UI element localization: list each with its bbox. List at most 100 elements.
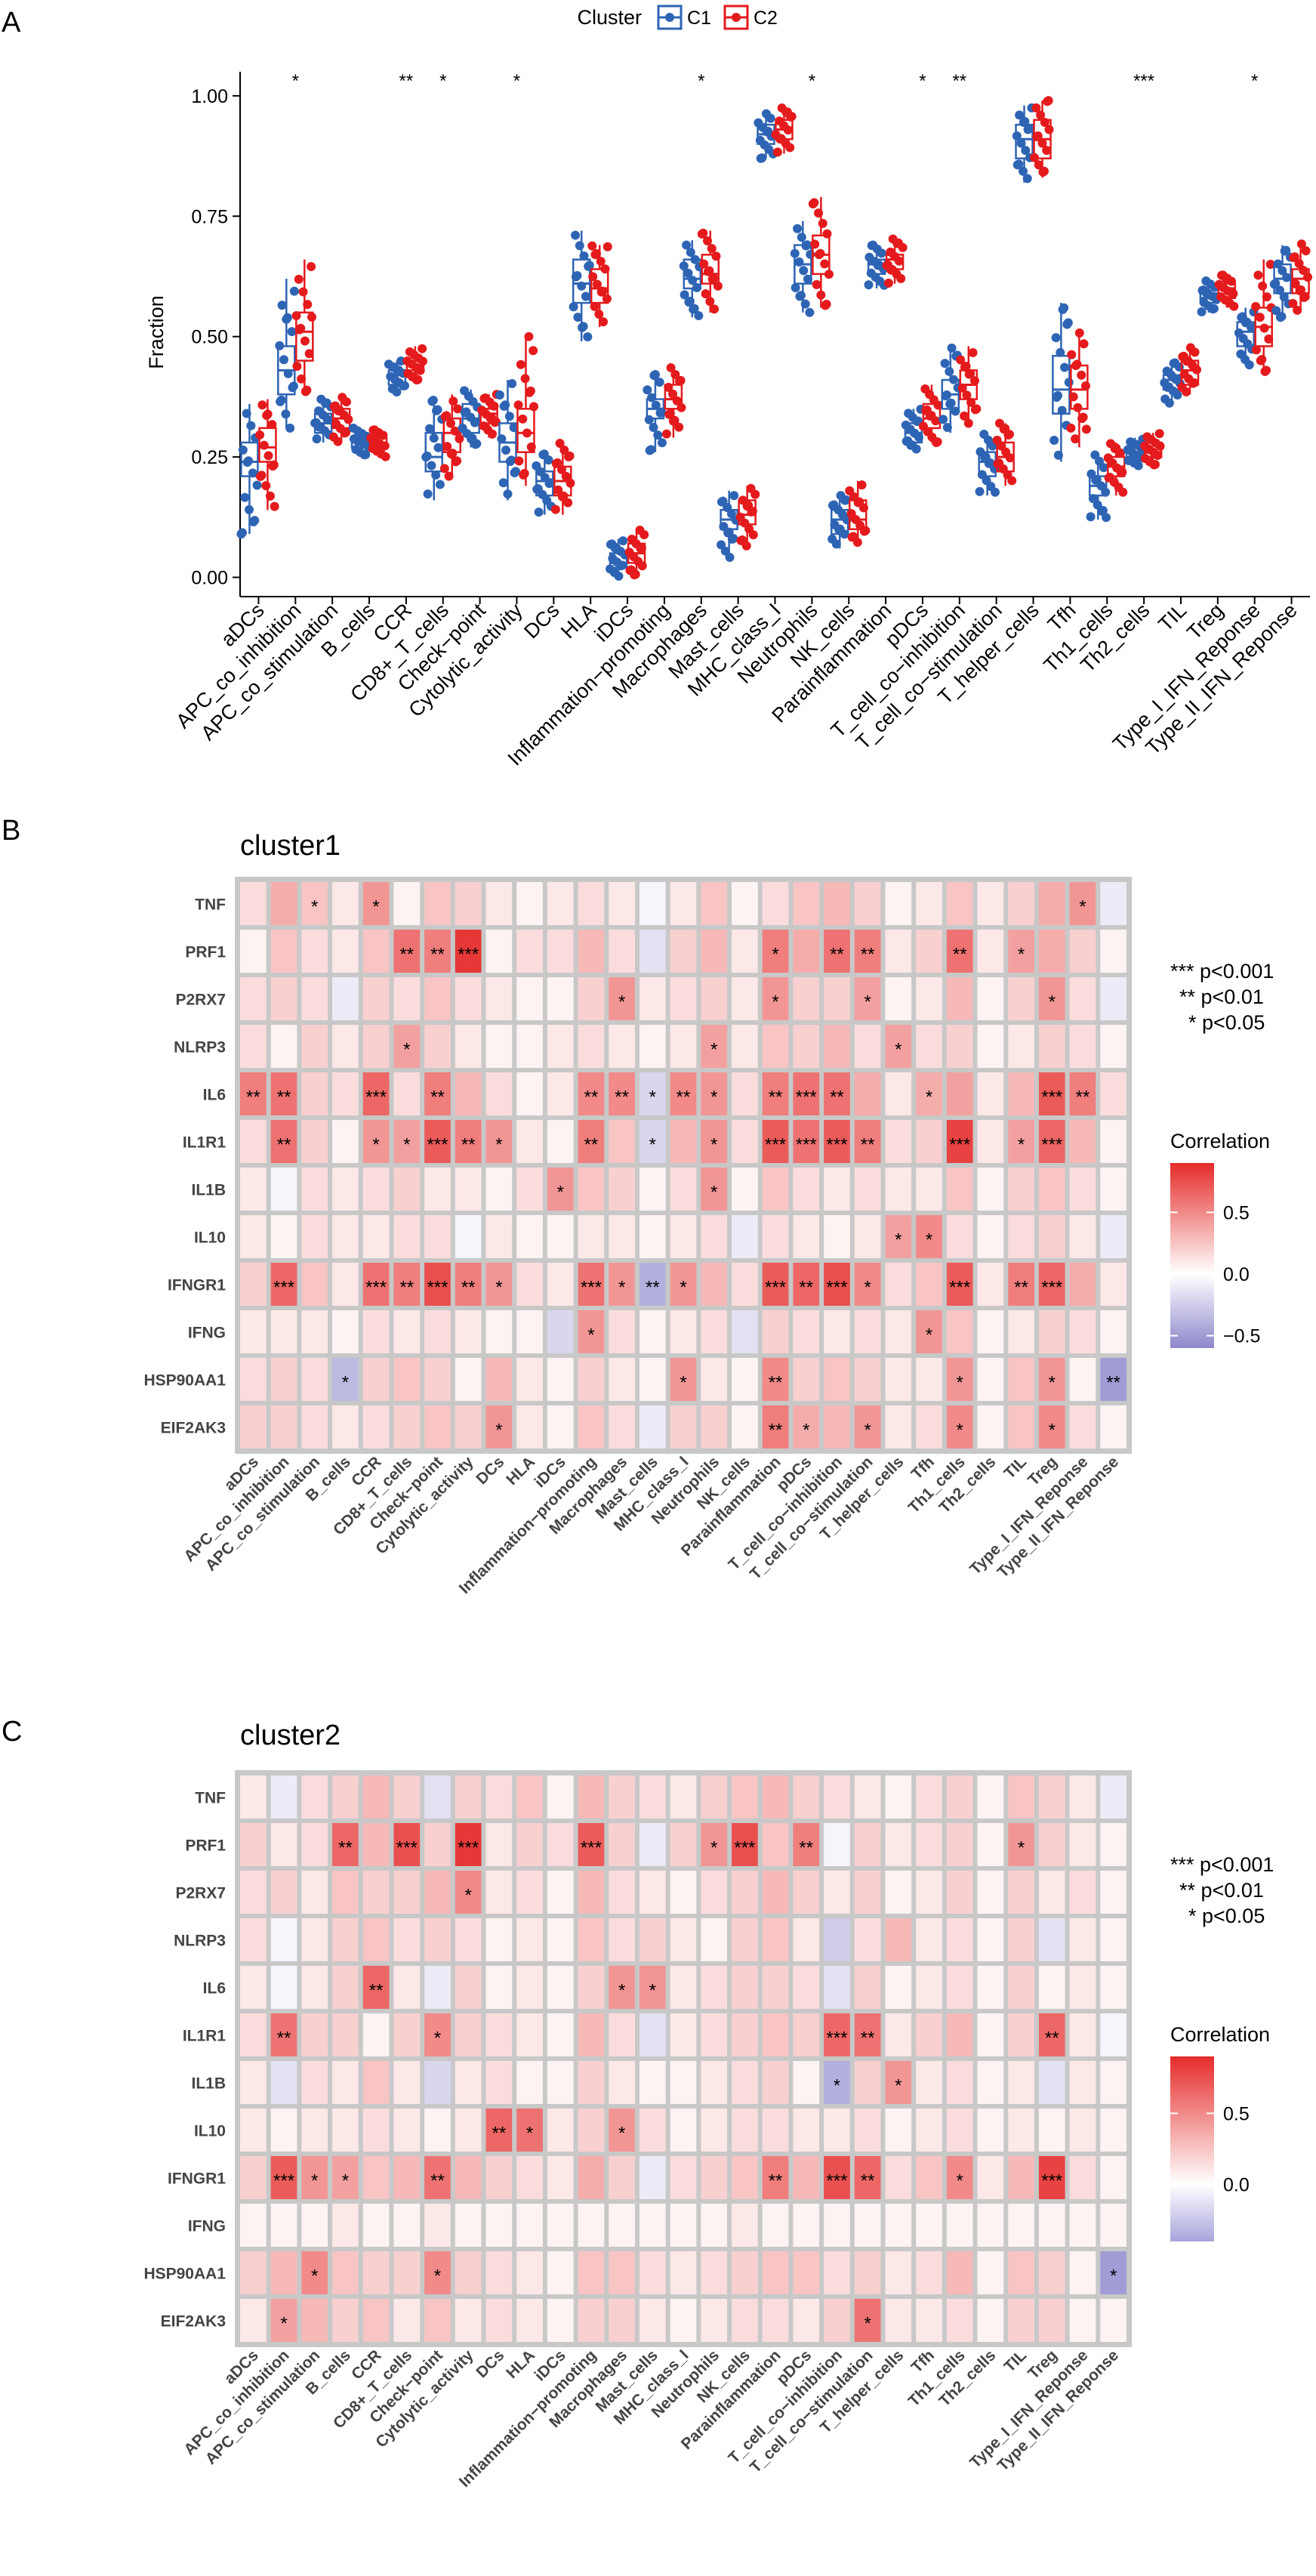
box-c1-dcs — [532, 449, 556, 517]
heat-cell — [301, 1966, 328, 2009]
heat-cell — [1038, 2251, 1065, 2294]
row-label-prf1: PRF1 — [185, 944, 226, 961]
heat-cell — [916, 2204, 942, 2247]
heat-cell — [977, 2251, 1004, 2294]
jitter-point — [583, 332, 593, 341]
heat-cell — [885, 1405, 912, 1448]
heat-cell — [424, 1918, 451, 1961]
jitter-point — [646, 445, 656, 455]
heat-cell — [270, 2204, 297, 2247]
cell-significance: * — [772, 992, 778, 1013]
heat-cell — [670, 1405, 697, 1448]
heat-cell — [916, 2109, 942, 2152]
heat-cell — [485, 1310, 513, 1353]
heat-cell — [977, 1823, 1004, 1866]
heat-cell — [301, 1025, 328, 1068]
heat-cell — [332, 1168, 359, 1211]
heat-cell — [516, 1871, 543, 1914]
heat-cell — [393, 2251, 421, 2294]
heat-cell — [332, 2251, 359, 2294]
cell-significance: *** — [427, 1135, 448, 1155]
heat-cell — [240, 1025, 267, 1068]
heat-cell — [701, 977, 728, 1020]
heat-cell — [455, 1025, 482, 1068]
cell-significance: *** — [826, 2028, 847, 2049]
heat-cell — [424, 2204, 451, 2247]
cell-significance: *** — [1041, 1135, 1062, 1155]
legend-label-c1: C1 — [687, 8, 711, 29]
heat-cell — [946, 1263, 973, 1306]
heat-cell — [332, 2204, 359, 2247]
heat-cell — [455, 1310, 482, 1353]
heat-cell — [670, 1358, 697, 1401]
jitter-point — [1063, 318, 1073, 328]
box-c1-cd8-t-cells — [421, 395, 447, 501]
heat-cell — [824, 1215, 850, 1258]
heat-cell — [1038, 1120, 1065, 1163]
jitter-point — [1142, 432, 1152, 442]
heat-cell — [609, 1871, 635, 1914]
jitter-point — [289, 286, 299, 296]
jitter-point — [433, 443, 443, 452]
heat-cell — [240, 1871, 267, 1914]
heat-cell — [732, 2109, 758, 2152]
cell-significance: * — [957, 2171, 963, 2192]
heat-cell — [516, 1072, 543, 1115]
jitter-point — [829, 500, 839, 510]
jitter-point — [270, 501, 279, 511]
box-c2-parainflammation — [882, 234, 908, 288]
jitter-point — [312, 434, 322, 444]
cell-significance: *** — [949, 1135, 970, 1155]
heat-cell — [762, 2156, 789, 2199]
heat-cell — [1008, 2204, 1034, 2247]
jitter-point — [644, 415, 654, 424]
heat-cell — [701, 2061, 728, 2104]
jitter-point — [455, 433, 464, 443]
box-c2-t-cell-co-inhibition — [956, 346, 982, 428]
heat-cell — [1008, 977, 1034, 1020]
row-label-ifngr1: IFNGR1 — [168, 1277, 226, 1294]
heat-cell — [1069, 1871, 1096, 1914]
heat-cell — [762, 1168, 789, 1211]
heat-cell — [793, 1168, 820, 1211]
y-tick-label: 0.50 — [191, 327, 228, 348]
heat-cell — [424, 1871, 451, 1914]
heat-cell — [1100, 1310, 1126, 1353]
cell-significance: * — [618, 992, 625, 1013]
jitter-point — [655, 378, 664, 387]
jitter-point — [651, 400, 661, 410]
cell-significance: *** — [1041, 1087, 1062, 1108]
heat-cell — [578, 1168, 605, 1211]
cell-significance: * — [495, 1135, 502, 1155]
heat-cell — [424, 1823, 451, 1866]
significance-star: * — [439, 71, 446, 91]
heat-cell — [547, 2204, 574, 2247]
jitter-point — [828, 534, 837, 544]
cell-significance: ** — [799, 1278, 813, 1298]
heat-cell — [824, 1405, 850, 1448]
box-body — [590, 268, 609, 304]
column-label-dcs: DCs — [473, 1453, 507, 1488]
heat-cell — [639, 2156, 666, 2199]
heat-cell — [270, 2251, 297, 2294]
jitter-point — [709, 273, 719, 283]
jitter-point — [276, 395, 286, 405]
jitter-point — [627, 565, 636, 575]
heat-cell — [547, 1823, 574, 1866]
heat-cell — [1008, 1310, 1034, 1353]
heat-cell — [455, 2109, 482, 2152]
heat-cell — [701, 1966, 728, 2009]
jitter-point — [1071, 434, 1080, 444]
jitter-point — [698, 228, 708, 238]
box-c2-b-cells — [366, 425, 390, 461]
heat-cell — [455, 1215, 482, 1258]
jitter-point — [1251, 301, 1261, 311]
cell-significance: * — [895, 1230, 901, 1251]
heat-cell — [977, 882, 1004, 925]
jitter-point — [435, 480, 445, 489]
heat-cell — [393, 1966, 421, 2009]
heat-cell — [362, 1966, 390, 2009]
heat-cell — [455, 1775, 482, 1819]
heat-cell — [332, 1871, 359, 1914]
jitter-point — [868, 240, 878, 250]
